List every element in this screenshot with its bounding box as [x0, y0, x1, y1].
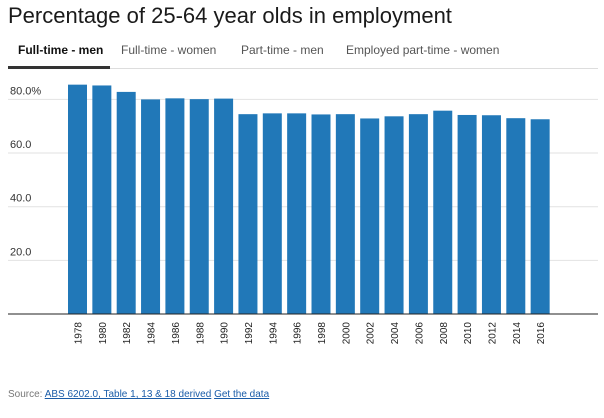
bar-2014	[506, 118, 526, 314]
bar-1998	[311, 114, 331, 314]
x-tick-label: 1988	[195, 322, 206, 345]
y-tick-label: 20.0	[10, 246, 31, 258]
bar-2002	[360, 118, 380, 314]
tab-full-time-women[interactable]: Full-time - women	[121, 43, 217, 57]
bar-1986	[165, 98, 185, 314]
bar-2012	[481, 115, 501, 315]
bar-1978	[68, 84, 87, 315]
x-tick-label: 1978	[74, 322, 85, 345]
source-prefix: Source:	[8, 389, 43, 400]
x-tick-label: 2014	[512, 322, 523, 345]
x-tick-label: 2008	[439, 322, 450, 345]
x-tick-label: 1992	[244, 322, 255, 345]
bar-1994	[262, 113, 282, 314]
bar-2008	[433, 110, 453, 314]
y-tick-label: 60.0	[10, 139, 31, 151]
bar-1988	[189, 99, 209, 315]
bar-2010	[457, 114, 477, 314]
x-tick-label: 2016	[536, 322, 547, 345]
x-tick-label: 1994	[268, 322, 279, 345]
bar-chart: 20.040.060.080.0% 1978 1980 1982 1984 1986 19…	[8, 84, 598, 345]
y-tick-label: 80.0%	[10, 85, 41, 97]
tab-bar-border	[8, 68, 598, 69]
y-tick-label: 40.0	[10, 193, 31, 205]
tab-employed-part-time-women[interactable]: Employed part-time - women	[346, 43, 500, 57]
bars	[68, 84, 550, 315]
x-tick-label: 2012	[487, 322, 498, 345]
source-link[interactable]: ABS 6202.0, Table 1, 13 & 18 derived	[44, 389, 212, 400]
x-tick-label: 2000	[341, 322, 352, 345]
bar-2004	[384, 116, 404, 314]
bar-2006	[408, 114, 428, 314]
bar-1984	[141, 99, 161, 314]
x-tick-label: 1990	[220, 322, 231, 345]
active-tab-indicator	[8, 66, 110, 69]
bar-1990	[214, 98, 234, 314]
tab-full-time-men[interactable]: Full-time - men	[18, 43, 104, 57]
chart-title: Percentage of 25-64 year olds in employm…	[8, 3, 452, 28]
tab-part-time-men[interactable]: Part-time - men	[241, 43, 324, 57]
tab-bar: Full-time - men Full-time - women Part-t…	[8, 38, 598, 69]
bar-1980	[92, 85, 112, 314]
source-note: Source: ABS 6202.0, Table 1, 13 & 18 der…	[8, 389, 269, 400]
y-axis-ticks: 20.0 40.0 60.0 80.0%	[10, 85, 41, 258]
get-the-data-link[interactable]: Get the data	[214, 389, 270, 400]
bar-1996	[287, 113, 307, 314]
x-tick-label: 1996	[293, 322, 304, 345]
x-tick-label: 1986	[171, 322, 182, 345]
bar-1982	[116, 91, 136, 314]
bar-1992	[238, 114, 258, 314]
bar-2016	[530, 119, 550, 315]
x-tick-label: 2006	[414, 322, 425, 345]
x-tick-label: 2010	[463, 322, 474, 345]
x-axis-ticks: 1978 1980 1982 1984 1986 1988 1990 1992 1994 1996…	[74, 322, 548, 345]
x-tick-label: 2004	[390, 322, 401, 345]
x-tick-label: 2002	[366, 322, 377, 345]
x-tick-label: 1982	[122, 322, 133, 345]
x-tick-label: 1998	[317, 322, 328, 345]
x-tick-label: 1984	[147, 322, 158, 345]
bar-2000	[335, 114, 355, 314]
x-tick-label: 1980	[98, 322, 109, 345]
